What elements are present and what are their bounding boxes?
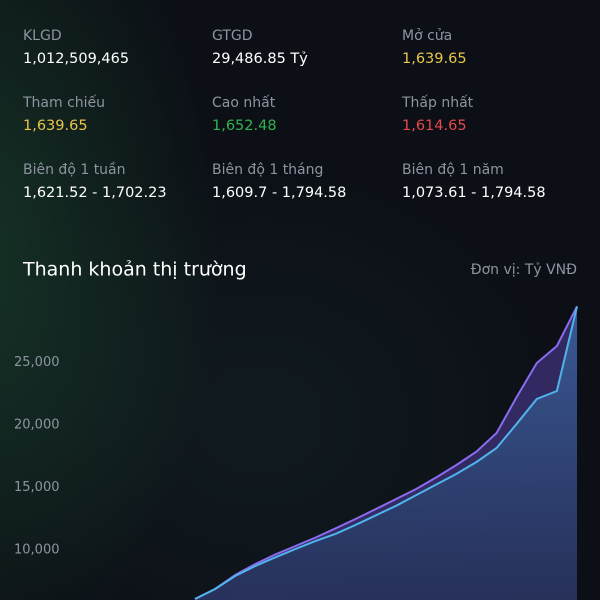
stat-label: GTGD <box>212 28 253 44</box>
stat-cell: Biên độ 1 tuần 1,621.52 - 1,702.23 <box>23 160 212 206</box>
stat-cell: Thấp nhất 1,614.65 <box>402 93 592 139</box>
stat-cell: KLGD 1,012,509,465 <box>23 26 212 72</box>
stat-cell: Biên độ 1 tháng 1,609.7 - 1,794.58 <box>212 160 402 206</box>
stat-label: KLGD <box>23 28 62 44</box>
stat-value: 29,486.85 Tỷ <box>212 51 308 67</box>
stat-value: 1,609.7 - 1,794.58 <box>212 185 347 201</box>
stat-cell: Biên độ 1 năm 1,073.61 - 1,794.58 <box>402 160 592 206</box>
stats-grid: KLGD 1,012,509,465 GTGD 29,486.85 Tỷ Mở cửa 1… <box>23 26 593 206</box>
line <box>194 306 578 600</box>
stat-cell: Mở cửa 1,639.65 <box>402 26 592 72</box>
y-tick-label: 20,000 <box>14 418 60 433</box>
stat-value: 1,639.65 <box>402 51 467 67</box>
y-tick-label: 25,000 <box>14 355 60 370</box>
stat-value: 1,073.61 - 1,794.58 <box>402 185 546 201</box>
stat-cell: Tham chiếu 1,639.65 <box>23 93 212 139</box>
stat-cell: GTGD 29,486.85 Tỷ <box>212 26 402 72</box>
unit-label: Đơn vị: Tỷ VNĐ <box>471 262 577 278</box>
stat-label: Tham chiếu <box>23 95 106 111</box>
stat-value: 1,652.48 <box>212 118 277 134</box>
stat-cell: Cao nhất 1,652.48 <box>212 93 402 139</box>
stat-label: Biên độ 1 tuần <box>23 162 126 178</box>
area <box>195 306 577 600</box>
stat-value: 1,012,509,465 <box>23 51 130 67</box>
stat-label: Cao nhất <box>212 95 276 111</box>
line <box>194 305 578 600</box>
y-tick-label: 10,000 <box>14 543 60 558</box>
stat-label: Mở cửa <box>402 28 453 44</box>
stat-label: Thấp nhất <box>402 95 474 111</box>
chart-title: Thanh khoản thị trường <box>22 259 247 281</box>
stat-value: 1,639.65 <box>23 118 88 134</box>
y-tick-label: 15,000 <box>14 480 60 495</box>
stat-value: 1,621.52 - 1,702.23 <box>23 185 167 201</box>
stat-label: Biên độ 1 tháng <box>212 162 324 178</box>
stat-value: 1,614.65 <box>402 118 467 134</box>
stat-label: Biên độ 1 năm <box>402 162 504 178</box>
